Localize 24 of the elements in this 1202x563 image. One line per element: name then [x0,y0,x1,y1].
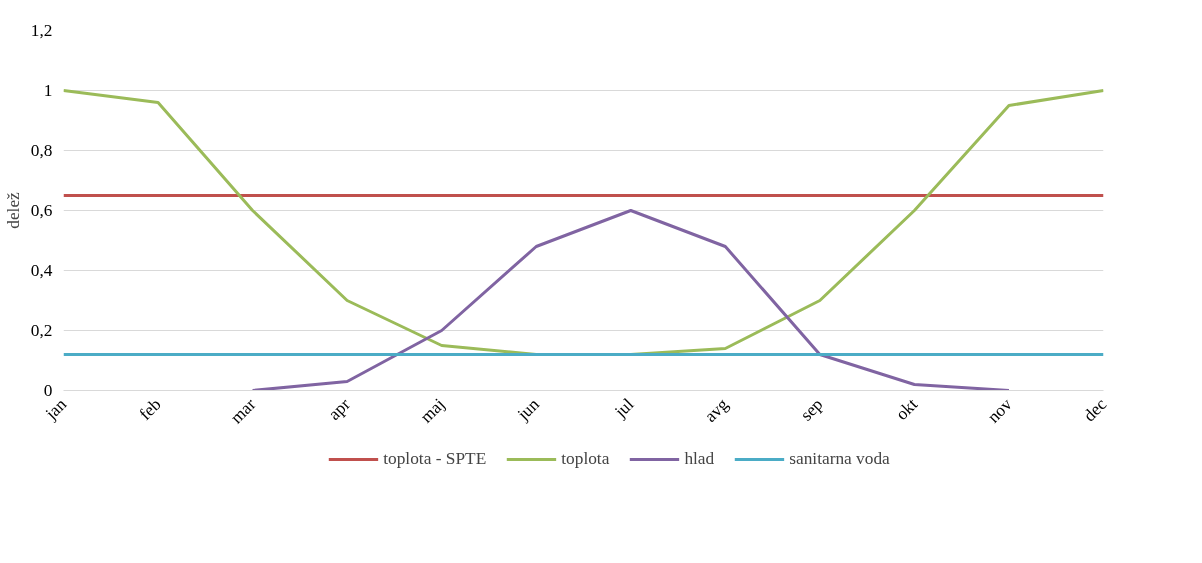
y-tick-label: 0,6 [30,201,53,220]
x-tick-label: mar [226,394,260,428]
legend-label: hlad [684,448,715,469]
y-tick-label: 0 [43,381,53,400]
legend-label: toplota [561,448,610,469]
y-tick-label: 1 [43,81,53,100]
x-tick-label: avg [700,394,733,426]
y-tick-label: 0,2 [30,321,53,340]
y-tick-label: 1,2 [30,21,53,40]
legend-label: sanitarna voda [789,448,890,469]
y-tick-label: 0,8 [30,141,53,160]
x-tick-label: jul [610,394,638,422]
x-tick-label: sep [796,394,827,425]
x-tick-label: feb [135,394,165,424]
y-tick-label: 0,4 [30,261,53,280]
x-tick-label: okt [892,394,922,424]
y-axis-title: delež [3,191,23,229]
x-tick-label: dec [1079,394,1111,426]
legend-label: toplota - SPTE [383,448,487,469]
x-tick-label: jun [513,394,544,425]
x-tick-label: nov [983,394,1016,427]
line-series [251,209,1011,391]
x-tick-label: apr [324,394,355,424]
x-tick-label: maj [416,394,449,427]
